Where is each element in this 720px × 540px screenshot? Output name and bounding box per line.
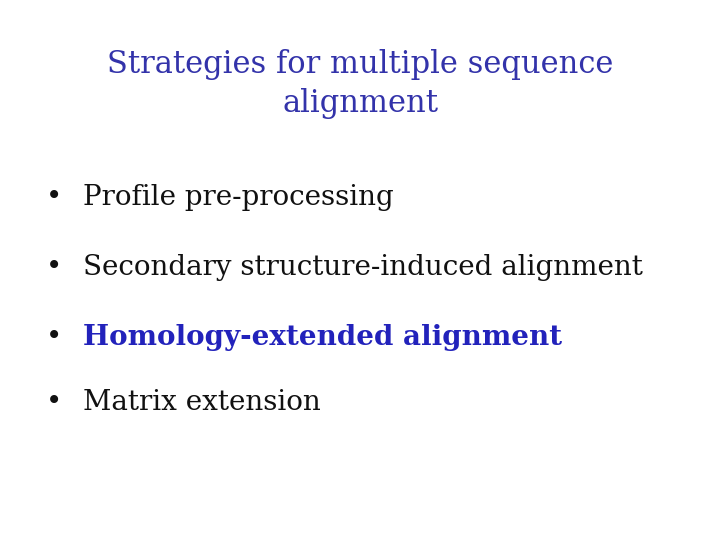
Text: Homology-extended alignment: Homology-extended alignment bbox=[83, 324, 562, 351]
Text: Secondary structure-induced alignment: Secondary structure-induced alignment bbox=[83, 254, 643, 281]
Text: •: • bbox=[46, 254, 62, 281]
Text: Strategies for multiple sequence
alignment: Strategies for multiple sequence alignme… bbox=[107, 49, 613, 119]
Text: •: • bbox=[46, 324, 62, 351]
Text: •: • bbox=[46, 184, 62, 211]
Text: •: • bbox=[46, 389, 62, 416]
Text: Profile pre-processing: Profile pre-processing bbox=[83, 184, 394, 211]
Text: Matrix extension: Matrix extension bbox=[83, 389, 320, 416]
